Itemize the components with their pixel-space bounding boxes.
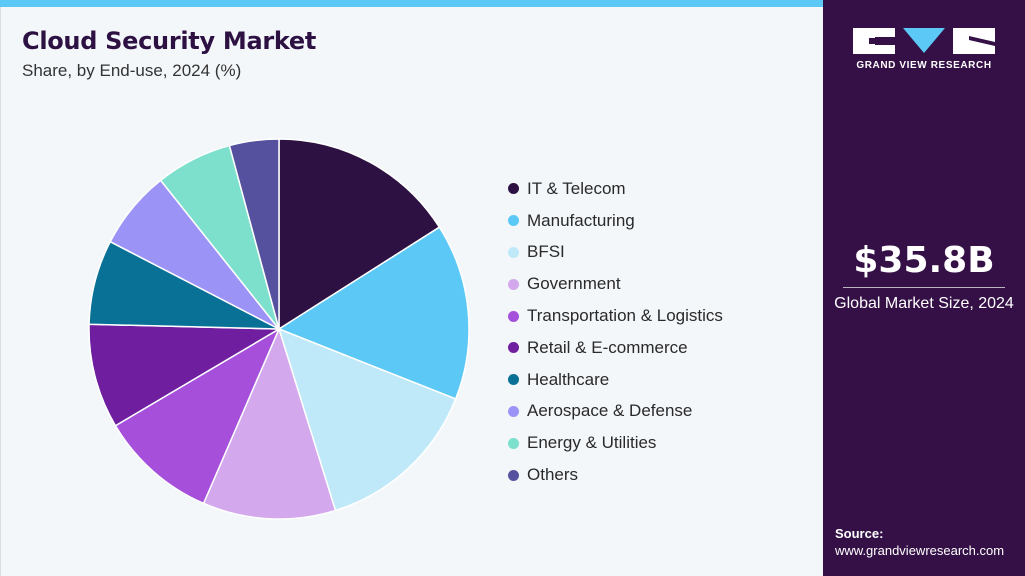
legend-label: IT & Telecom (527, 178, 626, 198)
brand-logo: GRAND VIEW RESEARCH (853, 28, 995, 71)
legend-swatch (508, 374, 519, 386)
pie-slice-others[interactable] (228, 138, 280, 330)
chart-subtitle: Share, by End-use, 2024 (%) (22, 61, 242, 80)
legend-swatch (508, 342, 519, 354)
pie-slice-bfsi[interactable] (277, 327, 457, 512)
legend-item-bfsi[interactable]: BFSI (508, 237, 723, 269)
side-panel: GRAND VIEW RESEARCH $35.8B Global Market… (823, 0, 1025, 576)
chart-legend: IT & Telecom Manufacturing BFSI Government T… (508, 173, 723, 491)
legend-label: Manufacturing (527, 210, 635, 230)
legend-swatch (508, 215, 519, 227)
legend-label: Transportation & Logistics (527, 306, 723, 326)
legend-label: Healthcare (527, 369, 610, 389)
legend-item-it-and-telecom[interactable]: IT & Telecom (508, 173, 723, 205)
legend-swatch (508, 405, 519, 417)
legend-swatch (508, 278, 519, 290)
brand-name: GRAND VIEW RESEARCH (856, 60, 992, 71)
chart-title: Cloud Security Market (22, 27, 317, 55)
legend-label: Government (527, 274, 621, 294)
pie-slice-retail-and-e-commerce[interactable] (88, 323, 282, 427)
legend-swatch (508, 246, 519, 258)
legend-label: Energy & Utilities (527, 433, 657, 453)
legend-item-retail-and-e-commerce[interactable]: Retail & E-commerce (508, 332, 723, 364)
source-label: Source: (835, 526, 884, 541)
legend-label: Retail & E-commerce (527, 337, 688, 357)
pie-slice-transportation-and-logistics[interactable] (114, 327, 281, 505)
source-link[interactable]: www.grandviewresearch.com (835, 543, 1005, 558)
pie-slice-it-and-telecom[interactable] (278, 138, 441, 331)
legend-swatch (508, 469, 519, 481)
gvr-logo-icon (853, 28, 995, 54)
legend-item-energy-and-utilities[interactable]: Energy & Utilities (508, 427, 723, 459)
legend-item-aerospace-and-defense[interactable]: Aerospace & Defense (508, 396, 723, 428)
pie-slice-manufacturing[interactable] (277, 226, 470, 400)
market-size-label: Global Market Size, 2024 (834, 295, 1014, 312)
legend-item-others[interactable]: Others (508, 459, 723, 491)
divider (843, 287, 1005, 288)
legend-item-transportation-and-logistics[interactable]: Transportation & Logistics (508, 300, 723, 332)
market-size-value: $35.8B (853, 240, 995, 281)
legend-item-government[interactable]: Government (508, 268, 723, 300)
legend-item-manufacturing[interactable]: Manufacturing (508, 205, 723, 237)
legend-item-healthcare[interactable]: Healthcare (508, 364, 723, 396)
legend-swatch (508, 310, 519, 322)
pie-chart (88, 138, 470, 520)
legend-label: Others (527, 465, 579, 485)
legend-label: BFSI (527, 242, 565, 262)
pie-slice-government[interactable] (202, 326, 337, 520)
top-accent-bar (0, 0, 823, 7)
legend-label: Aerospace & Defense (527, 401, 693, 421)
legend-swatch (508, 437, 519, 449)
legend-swatch (508, 183, 519, 195)
